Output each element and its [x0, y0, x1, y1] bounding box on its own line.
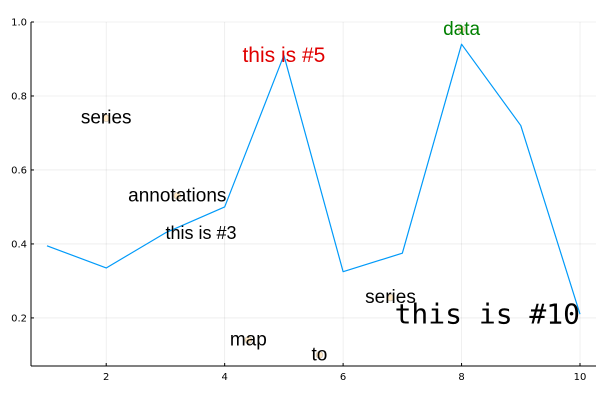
marker-circle — [244, 336, 253, 344]
x-tick-label: 8 — [458, 372, 464, 383]
x-tick-label: 2 — [103, 372, 109, 383]
marker-circle — [315, 351, 324, 359]
tick-labels: 2 4 6 8 10 0.2 0.4 0.6 0.8 1.0 — [11, 18, 586, 384]
annotation-markers — [102, 25, 466, 359]
marker-circle — [457, 25, 466, 34]
x-tick-label: 4 — [221, 372, 227, 383]
y-tick-label: 0.2 — [11, 313, 27, 324]
y-tick-label: 0.6 — [11, 165, 27, 176]
series-line — [46, 43, 581, 315]
x-tick-label: 6 — [340, 372, 346, 383]
annotation-label: annotations — [128, 185, 226, 206]
series-lines — [46, 43, 581, 315]
annotation-label: map — [230, 330, 267, 351]
annotation-label: this is #5 — [242, 44, 325, 67]
y-tick-label: 0.4 — [11, 239, 27, 250]
annotation-label: this is #3 — [165, 223, 236, 243]
annotation-labels: series annotations map to series data this is … — [81, 19, 580, 366]
marker-circle — [386, 293, 395, 302]
axes — [30, 21, 596, 367]
annotation-label: series — [81, 108, 132, 129]
annotation-label: this is #10 — [395, 298, 580, 331]
marker-circle — [173, 192, 182, 200]
annotation-label: data — [443, 19, 480, 40]
annotation-label: to — [311, 344, 327, 365]
x-tick-label: 10 — [574, 372, 587, 383]
grid-lines — [31, 21, 596, 366]
annotation-label: series — [365, 287, 416, 308]
y-tick-label: 0.8 — [11, 91, 27, 102]
y-tick-label: 1.0 — [11, 18, 27, 29]
marker-circle — [102, 114, 111, 123]
